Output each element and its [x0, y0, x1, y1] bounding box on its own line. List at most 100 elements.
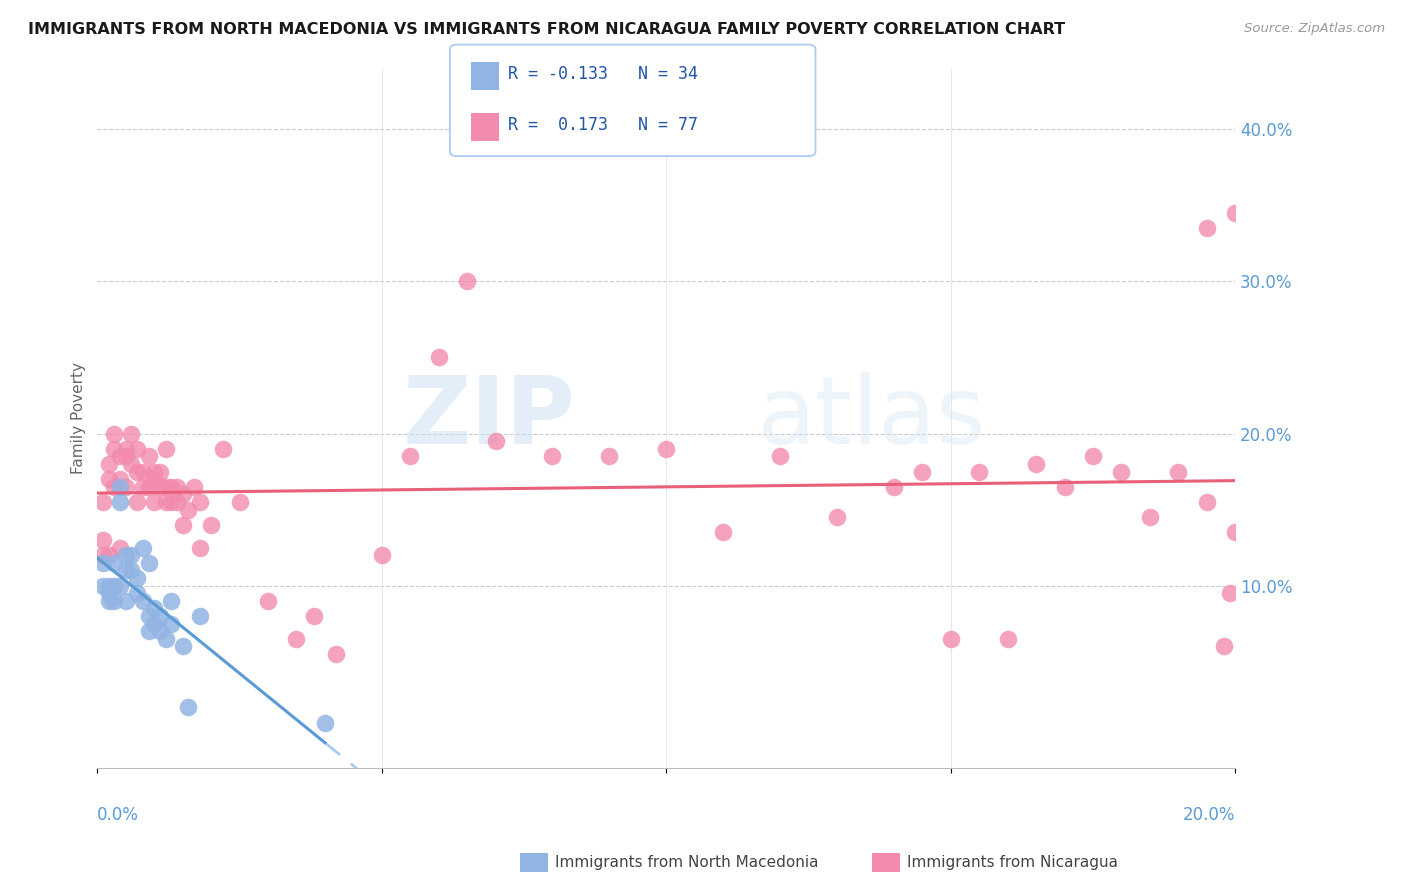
Point	[127, 465, 149, 479]
Point	[121, 426, 143, 441]
Point	[138, 556, 160, 570]
Text: Source: ZipAtlas.com: Source: ZipAtlas.com	[1244, 22, 1385, 36]
Point	[1225, 525, 1247, 540]
Point	[285, 632, 308, 646]
Point	[1225, 206, 1247, 220]
Point	[769, 450, 792, 464]
Point	[155, 632, 177, 646]
Point	[1218, 586, 1240, 600]
Point	[939, 632, 962, 646]
Point	[655, 442, 678, 456]
Point	[103, 480, 125, 494]
Point	[97, 548, 120, 562]
Point	[91, 495, 114, 509]
Point	[132, 541, 155, 555]
Point	[399, 450, 422, 464]
Point	[121, 563, 143, 577]
Point	[160, 616, 183, 631]
Point	[143, 616, 166, 631]
Point	[127, 586, 149, 600]
Point	[149, 609, 172, 624]
Point	[114, 442, 136, 456]
Point	[484, 434, 506, 449]
Point	[91, 548, 114, 562]
Point	[97, 457, 120, 471]
Point	[114, 563, 136, 577]
Point	[114, 548, 136, 562]
Text: R = -0.133   N = 34: R = -0.133 N = 34	[508, 65, 697, 83]
Point	[114, 480, 136, 494]
Point	[108, 579, 131, 593]
Point	[967, 465, 990, 479]
Point	[1081, 450, 1104, 464]
Point	[114, 450, 136, 464]
Point	[97, 472, 120, 486]
Point	[177, 502, 200, 516]
Point	[228, 495, 250, 509]
Point	[149, 480, 172, 494]
Text: Immigrants from North Macedonia: Immigrants from North Macedonia	[555, 855, 818, 870]
Point	[155, 480, 177, 494]
Text: 20.0%: 20.0%	[1182, 806, 1236, 824]
Text: ZIP: ZIP	[402, 372, 575, 465]
Point	[114, 594, 136, 608]
Point	[121, 548, 143, 562]
Point	[138, 480, 160, 494]
Point	[160, 480, 183, 494]
Point	[1111, 465, 1133, 479]
Point	[183, 480, 205, 494]
Point	[108, 472, 131, 486]
Point	[541, 450, 564, 464]
Point	[160, 594, 183, 608]
Point	[160, 495, 183, 509]
Point	[314, 715, 336, 730]
Point	[132, 594, 155, 608]
Point	[138, 624, 160, 639]
Point	[91, 579, 114, 593]
Text: atlas: atlas	[758, 372, 986, 465]
Point	[108, 495, 131, 509]
Point	[456, 275, 478, 289]
Point	[825, 510, 848, 524]
Point	[127, 495, 149, 509]
Point	[177, 700, 200, 714]
Point	[103, 556, 125, 570]
Point	[127, 571, 149, 585]
Text: R =  0.173   N = 77: R = 0.173 N = 77	[508, 116, 697, 134]
Point	[200, 517, 222, 532]
Point	[325, 647, 347, 661]
Point	[211, 442, 233, 456]
Point	[108, 480, 131, 494]
Point	[1212, 640, 1234, 654]
Point	[883, 480, 905, 494]
Point	[1139, 510, 1161, 524]
Point	[188, 495, 211, 509]
Point	[132, 465, 155, 479]
Text: Immigrants from Nicaragua: Immigrants from Nicaragua	[907, 855, 1118, 870]
Point	[127, 442, 149, 456]
Point	[155, 442, 177, 456]
Point	[155, 495, 177, 509]
Point	[103, 579, 125, 593]
Point	[371, 548, 394, 562]
Point	[138, 450, 160, 464]
Point	[97, 579, 120, 593]
Point	[711, 525, 734, 540]
Point	[91, 533, 114, 547]
Point	[172, 487, 194, 501]
Point	[1167, 465, 1189, 479]
Point	[1195, 495, 1218, 509]
Point	[188, 541, 211, 555]
Point	[1053, 480, 1076, 494]
Point	[166, 480, 188, 494]
Point	[427, 351, 450, 365]
Point	[143, 465, 166, 479]
Point	[911, 465, 934, 479]
Point	[138, 609, 160, 624]
Point	[91, 556, 114, 570]
Point	[97, 594, 120, 608]
Point	[166, 495, 188, 509]
Point	[121, 457, 143, 471]
Point	[103, 426, 125, 441]
Point	[172, 517, 194, 532]
